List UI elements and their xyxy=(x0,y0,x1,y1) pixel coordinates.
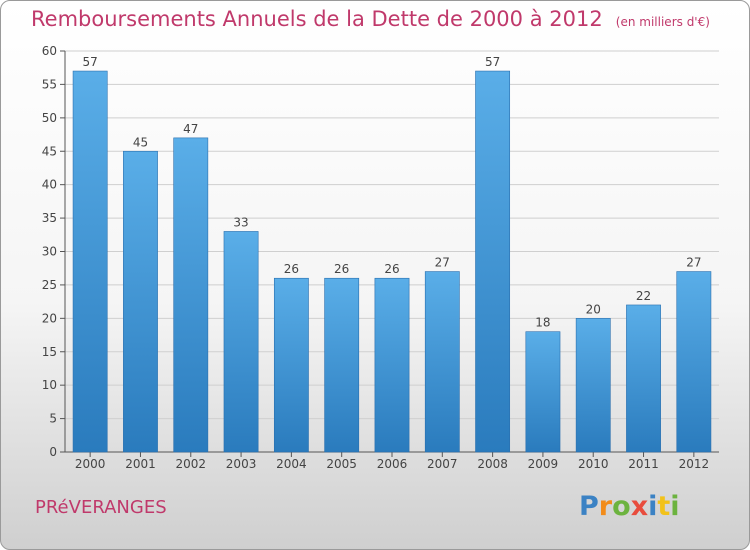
x-tick-label-2003: 2003 xyxy=(226,457,257,471)
chart-unit: (en milliers d'€) xyxy=(615,15,710,29)
y-tick-label: 0 xyxy=(49,445,57,459)
data-label-2011: 22 xyxy=(636,289,651,303)
x-tick-label-2011: 2011 xyxy=(628,457,659,471)
x-tick-label-2008: 2008 xyxy=(477,457,508,471)
x-tick-label-2001: 2001 xyxy=(125,457,156,471)
y-tick-label: 55 xyxy=(42,77,57,91)
data-label-2007: 27 xyxy=(435,256,450,270)
logo-letter: t xyxy=(657,491,671,522)
bar-2009 xyxy=(525,331,561,453)
bar-2010 xyxy=(575,318,611,453)
x-tick-label-2006: 2006 xyxy=(377,457,408,471)
y-tick-label: 35 xyxy=(42,211,57,225)
y-tick-label: 5 xyxy=(49,412,57,426)
x-tick-label-2010: 2010 xyxy=(578,457,609,471)
commune-name: PRéVERANGES xyxy=(35,497,167,518)
x-tick-label-2012: 2012 xyxy=(679,457,710,471)
y-tick-label: 50 xyxy=(42,111,57,125)
bar-2002 xyxy=(173,137,209,453)
x-tick-label-2000: 2000 xyxy=(75,457,106,471)
data-label-2009: 18 xyxy=(535,316,550,330)
y-tick-label: 40 xyxy=(42,178,57,192)
y-tick-label: 15 xyxy=(42,345,57,359)
logo-letter: r xyxy=(598,491,613,522)
bar-2006 xyxy=(374,277,410,453)
x-tick-label-2005: 2005 xyxy=(326,457,357,471)
bar-2011 xyxy=(626,304,661,453)
data-label-2000: 57 xyxy=(83,55,98,69)
logo-letter: i xyxy=(648,491,658,522)
y-tick-label: 60 xyxy=(42,44,57,58)
y-tick-label: 10 xyxy=(42,378,57,392)
logo-letter: i xyxy=(670,491,680,522)
bar-2008 xyxy=(475,70,511,453)
logo-letter: x xyxy=(630,491,649,522)
data-labels: 57 45 47 33 26 26 26 27 57 18 20 22 27 xyxy=(83,55,702,330)
y-tick-label: 25 xyxy=(42,278,57,292)
x-tick-label-2004: 2004 xyxy=(276,457,307,471)
data-label-2004: 26 xyxy=(284,262,299,276)
logo-letter: o xyxy=(612,491,631,522)
data-label-2002: 47 xyxy=(183,122,198,136)
x-tick-label-2002: 2002 xyxy=(175,457,206,471)
bars xyxy=(72,70,712,453)
x-tick-label-2007: 2007 xyxy=(427,457,458,471)
bar-2001 xyxy=(123,150,158,453)
logo-letter: P xyxy=(579,491,599,522)
chart-title: Remboursements Annuels de la Dette de 20… xyxy=(31,7,710,31)
data-label-2001: 45 xyxy=(133,135,148,149)
data-label-2008: 57 xyxy=(485,55,500,69)
bar-2005 xyxy=(324,277,360,453)
bar-2007 xyxy=(424,271,460,453)
x-tick-label-2009: 2009 xyxy=(528,457,559,471)
y-tick-label: 20 xyxy=(42,311,57,325)
bar-2000 xyxy=(72,70,108,453)
data-label-2012: 27 xyxy=(686,256,701,270)
bar-2003 xyxy=(223,231,259,453)
data-label-2010: 20 xyxy=(586,302,601,316)
data-label-2006: 26 xyxy=(384,262,399,276)
data-label-2005: 26 xyxy=(334,262,349,276)
bar-2004 xyxy=(273,277,309,453)
y-tick-label: 45 xyxy=(42,144,57,158)
chart-title-text: Remboursements Annuels de la Dette de 20… xyxy=(31,7,603,31)
proxiti-logo[interactable]: Proxiti xyxy=(579,491,680,522)
bar-2012 xyxy=(676,271,712,453)
y-tick-label: 30 xyxy=(42,245,57,259)
data-label-2003: 33 xyxy=(233,215,248,229)
